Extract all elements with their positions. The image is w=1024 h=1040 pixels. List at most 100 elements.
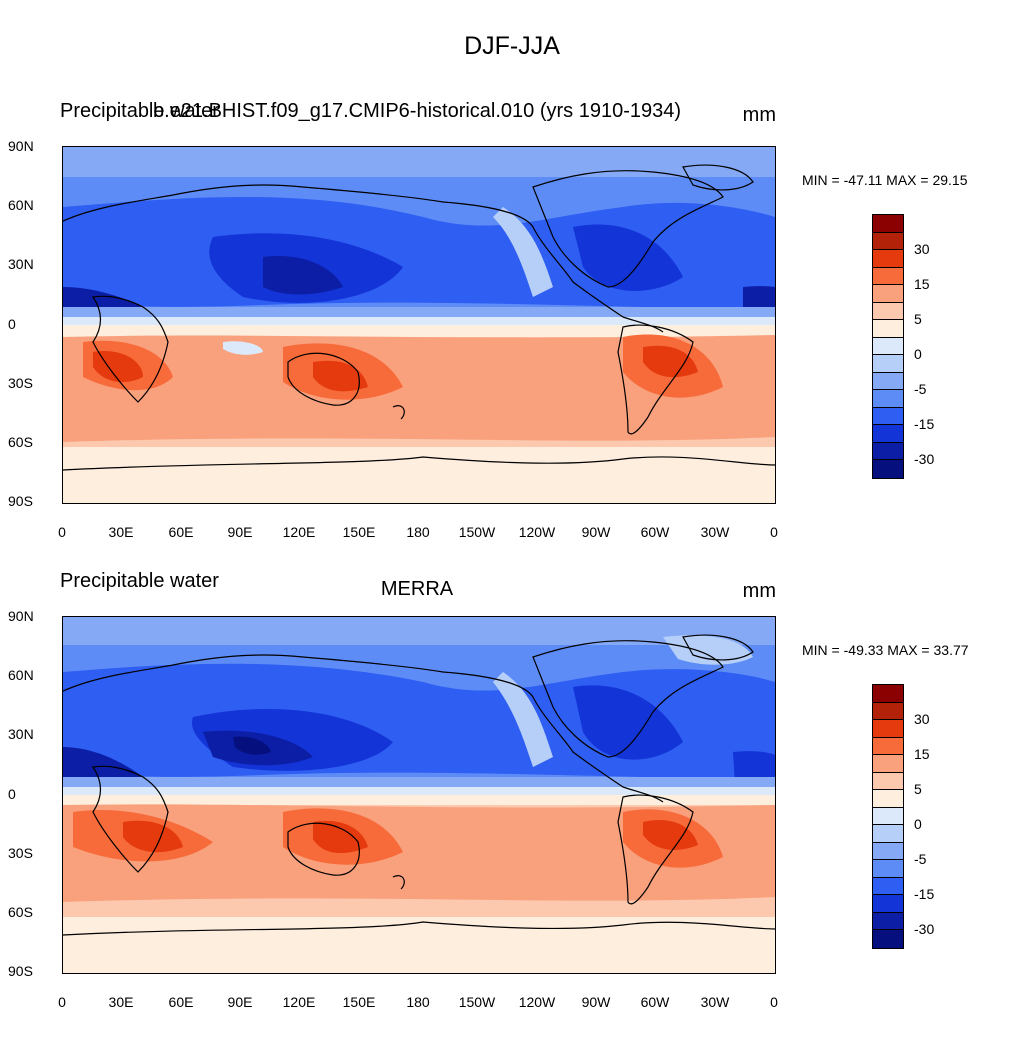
map-plot-area (62, 616, 776, 974)
y-tick-label: 0 (8, 786, 16, 802)
x-tick-label: 30W (700, 524, 730, 540)
y-tick-label: 60N (8, 197, 34, 213)
x-tick-label: 150W (458, 524, 496, 540)
panel-center-label: MERRA (380, 578, 454, 600)
x-tick-label: 120E (282, 994, 316, 1010)
panel-units-label: mm (742, 104, 776, 126)
panel-left-label: Precipitable water (60, 100, 219, 122)
x-tick-label: 90W (581, 994, 611, 1010)
x-tick-label: 0 (770, 524, 778, 540)
colorbar-segment (873, 390, 903, 408)
colorbar-segment (873, 755, 903, 773)
x-tick-label: 60W (640, 524, 670, 540)
panel-center-label: b.e21.BHIST.f09_g17.CMIP6-historical.010… (152, 100, 682, 122)
colorbar-segment (873, 372, 903, 390)
panel-units-label: mm (742, 580, 776, 602)
x-tick-label: 90W (581, 524, 611, 540)
colorbar-label: 30 (914, 241, 930, 257)
y-tick-label: 90N (8, 608, 34, 624)
x-tick-label: 150E (342, 524, 376, 540)
colorbar-label: -30 (914, 451, 935, 467)
x-tick-label: 0 (58, 524, 66, 540)
x-tick-label: 90E (227, 524, 253, 540)
colorbar-segment (873, 685, 903, 703)
colorbar-segment (873, 267, 903, 285)
x-tick-label: 30W (700, 994, 730, 1010)
colorbar-segment (873, 460, 903, 478)
x-tick-label: 30E (108, 524, 134, 540)
panel-left-label: Precipitable water (60, 570, 219, 592)
colorbar-segment (873, 807, 903, 825)
colorbar-segment (873, 302, 903, 320)
x-tick-label: 180 (406, 524, 430, 540)
y-tick-label: 60N (8, 667, 34, 683)
map-plot-area (62, 146, 776, 504)
field-contours (63, 617, 775, 973)
colorbar-label: -15 (914, 416, 935, 432)
colorbar-label: -5 (914, 851, 927, 867)
x-tick-label: 120W (518, 524, 556, 540)
colorbar-label: -15 (914, 886, 935, 902)
y-tick-label: 60S (8, 904, 33, 920)
colorbar-segment (873, 425, 903, 443)
map-panel-obs: Precipitable water MERRA mm (0, 570, 1024, 1040)
colorbar-segment (873, 895, 903, 913)
colorbar-label: 15 (914, 276, 930, 292)
colorbar (872, 684, 904, 949)
colorbar-label: -5 (914, 381, 927, 397)
colorbar-label: 5 (914, 781, 922, 797)
coastlines (63, 634, 775, 936)
colorbar-segment (873, 337, 903, 355)
colorbar-label: 30 (914, 711, 930, 727)
colorbar-label: 15 (914, 746, 930, 762)
colorbar-segment (873, 772, 903, 790)
colorbar-segment (873, 250, 903, 268)
colorbar-segment (873, 825, 903, 843)
colorbar-label: 0 (914, 346, 922, 362)
colorbar-segment (873, 912, 903, 930)
colorbar-segment (873, 407, 903, 425)
colorbar-segment (873, 215, 903, 233)
colorbar-segment (873, 442, 903, 460)
x-tick-label: 180 (406, 994, 430, 1010)
colorbar-segment (873, 790, 903, 808)
y-tick-label: 30N (8, 726, 34, 742)
x-tick-label: 150E (342, 994, 376, 1010)
colorbar-segment (873, 737, 903, 755)
y-tick-label: 30N (8, 256, 34, 272)
colorbar-segment (873, 232, 903, 250)
colorbar-label: 5 (914, 311, 922, 327)
coastlines (63, 164, 775, 471)
x-tick-label: 30E (108, 994, 134, 1010)
colorbar-label: 0 (914, 816, 922, 832)
colorbar-segment (873, 702, 903, 720)
colorbar-segment (873, 842, 903, 860)
y-tick-label: 90N (8, 138, 34, 154)
x-tick-label: 60E (168, 994, 194, 1010)
min-max-label: MIN = -49.33 MAX = 33.77 (802, 642, 969, 658)
map-panel-model: Precipitable water b.e21.BHIST.f09_g17.C… (0, 100, 1024, 570)
y-tick-label: 60S (8, 434, 33, 450)
x-tick-label: 0 (58, 994, 66, 1010)
x-tick-label: 120W (518, 994, 556, 1010)
y-tick-label: 0 (8, 316, 16, 332)
y-tick-label: 90S (8, 493, 33, 509)
y-tick-label: 30S (8, 375, 33, 391)
colorbar-segment (873, 320, 903, 338)
field-contours (63, 147, 775, 503)
colorbar-segment (873, 285, 903, 303)
colorbar-label: -30 (914, 921, 935, 937)
x-tick-label: 120E (282, 524, 316, 540)
colorbar-segment (873, 877, 903, 895)
colorbar-segment (873, 355, 903, 373)
y-tick-label: 30S (8, 845, 33, 861)
x-tick-label: 150W (458, 994, 496, 1010)
x-tick-label: 0 (770, 994, 778, 1010)
y-tick-label: 90S (8, 963, 33, 979)
colorbar-segment (873, 930, 903, 948)
min-max-label: MIN = -47.11 MAX = 29.15 (802, 172, 968, 188)
colorbar-segment (873, 860, 903, 878)
colorbar-segment (873, 720, 903, 738)
x-tick-label: 90E (227, 994, 253, 1010)
figure-title: DJF-JJA (464, 32, 560, 60)
